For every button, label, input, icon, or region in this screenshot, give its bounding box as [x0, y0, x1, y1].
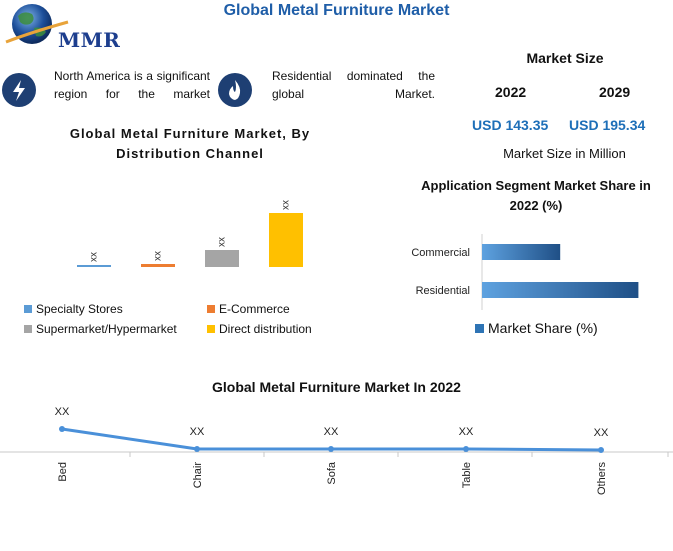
application-chart-title: Application Segment Market Share in 2022…: [421, 178, 651, 213]
line-data-label-0: XX: [55, 406, 70, 418]
dist-bar-0: [77, 265, 111, 267]
logo-text: MMR: [58, 28, 121, 52]
distribution-chart-title: Global Metal Furniture Market, By Distri…: [69, 126, 311, 161]
market-value-2029: USD 195.34: [569, 117, 646, 133]
legend-label-specialty: Specialty Stores: [36, 302, 123, 316]
legend-swatch-supermarket: [24, 325, 32, 333]
legend-market-share: Market Share (%): [475, 320, 598, 336]
dist-bar-2: [205, 250, 239, 267]
lightning-icon: [2, 73, 36, 107]
line-point-1: [194, 445, 200, 452]
globe-icon: [5, 4, 69, 44]
dist-bar-1: [141, 264, 175, 267]
line-category-label-others: Others: [596, 462, 608, 496]
line-chart-title: Global Metal Furniture Market In 2022: [212, 379, 461, 395]
legend-label-direct: Direct distribution: [219, 322, 312, 336]
line-category-label-table: Table: [461, 462, 473, 488]
app-bar-commercial: [482, 244, 561, 260]
legend-label-ecommerce: E-Commerce: [219, 302, 290, 316]
legend-specialty: Specialty Stores: [24, 302, 123, 316]
fact-residential: Residential dominated the global Market.: [272, 69, 435, 101]
line-chart: XX Bed XX Chair XX Sofa XX Table XX Others: [0, 406, 673, 496]
year-2029: 2029: [599, 84, 631, 100]
line-category-label-bed: Bed: [57, 462, 69, 482]
legend-label-supermarket: Supermarket/Hypermarket: [36, 322, 177, 336]
fact-north-america: North America is a significant region fo…: [54, 69, 210, 101]
page-title: Global Metal Furniture Market: [223, 2, 450, 19]
legend-direct: Direct distribution: [207, 322, 312, 336]
line-point-2: [328, 445, 334, 452]
legend-supermarket: Supermarket/Hypermarket: [24, 322, 177, 336]
dist-bar-label-3: xx: [281, 200, 292, 210]
app-category-label-1: Residential: [416, 285, 470, 297]
line-point-0: [59, 426, 65, 432]
line-data-label-3: XX: [459, 426, 474, 438]
market-value-2022: USD 143.35: [472, 117, 549, 133]
line-category-label-chair: Chair: [192, 462, 204, 489]
legend-ecommerce: E-Commerce: [207, 302, 290, 316]
mmr-logo: [2, 2, 132, 54]
market-size-unit: Market Size in Million: [503, 146, 626, 161]
line-point-4: [598, 447, 604, 453]
dist-bar-label-0: xx: [89, 252, 100, 262]
legend-swatch-specialty: [24, 305, 32, 313]
line-data-label-4: XX: [594, 427, 609, 439]
line-point-3: [463, 445, 469, 452]
legend-swatch-ecommerce: [207, 305, 215, 313]
application-bar-chart: Commercial Residential: [411, 234, 639, 310]
distribution-bar-chart: xx xx xx xx: [77, 200, 303, 267]
line-category-label-sofa: Sofa: [326, 461, 338, 485]
line-data-label-2: XX: [324, 426, 339, 438]
app-bar-residential: [482, 282, 639, 298]
dist-bar-label-1: xx: [153, 251, 164, 261]
dist-bar-label-2: xx: [217, 237, 228, 247]
line-data-label-1: XX: [190, 426, 205, 438]
fire-icon: [218, 73, 252, 107]
year-2022: 2022: [495, 84, 527, 100]
app-category-label-0: Commercial: [411, 247, 470, 259]
legend-swatch-market-share: [475, 323, 484, 333]
legend-swatch-direct: [207, 325, 215, 333]
legend-label-market-share: Market Share (%): [488, 320, 598, 336]
dist-bar-3: [269, 213, 303, 267]
market-size-title: Market Size: [526, 50, 604, 66]
